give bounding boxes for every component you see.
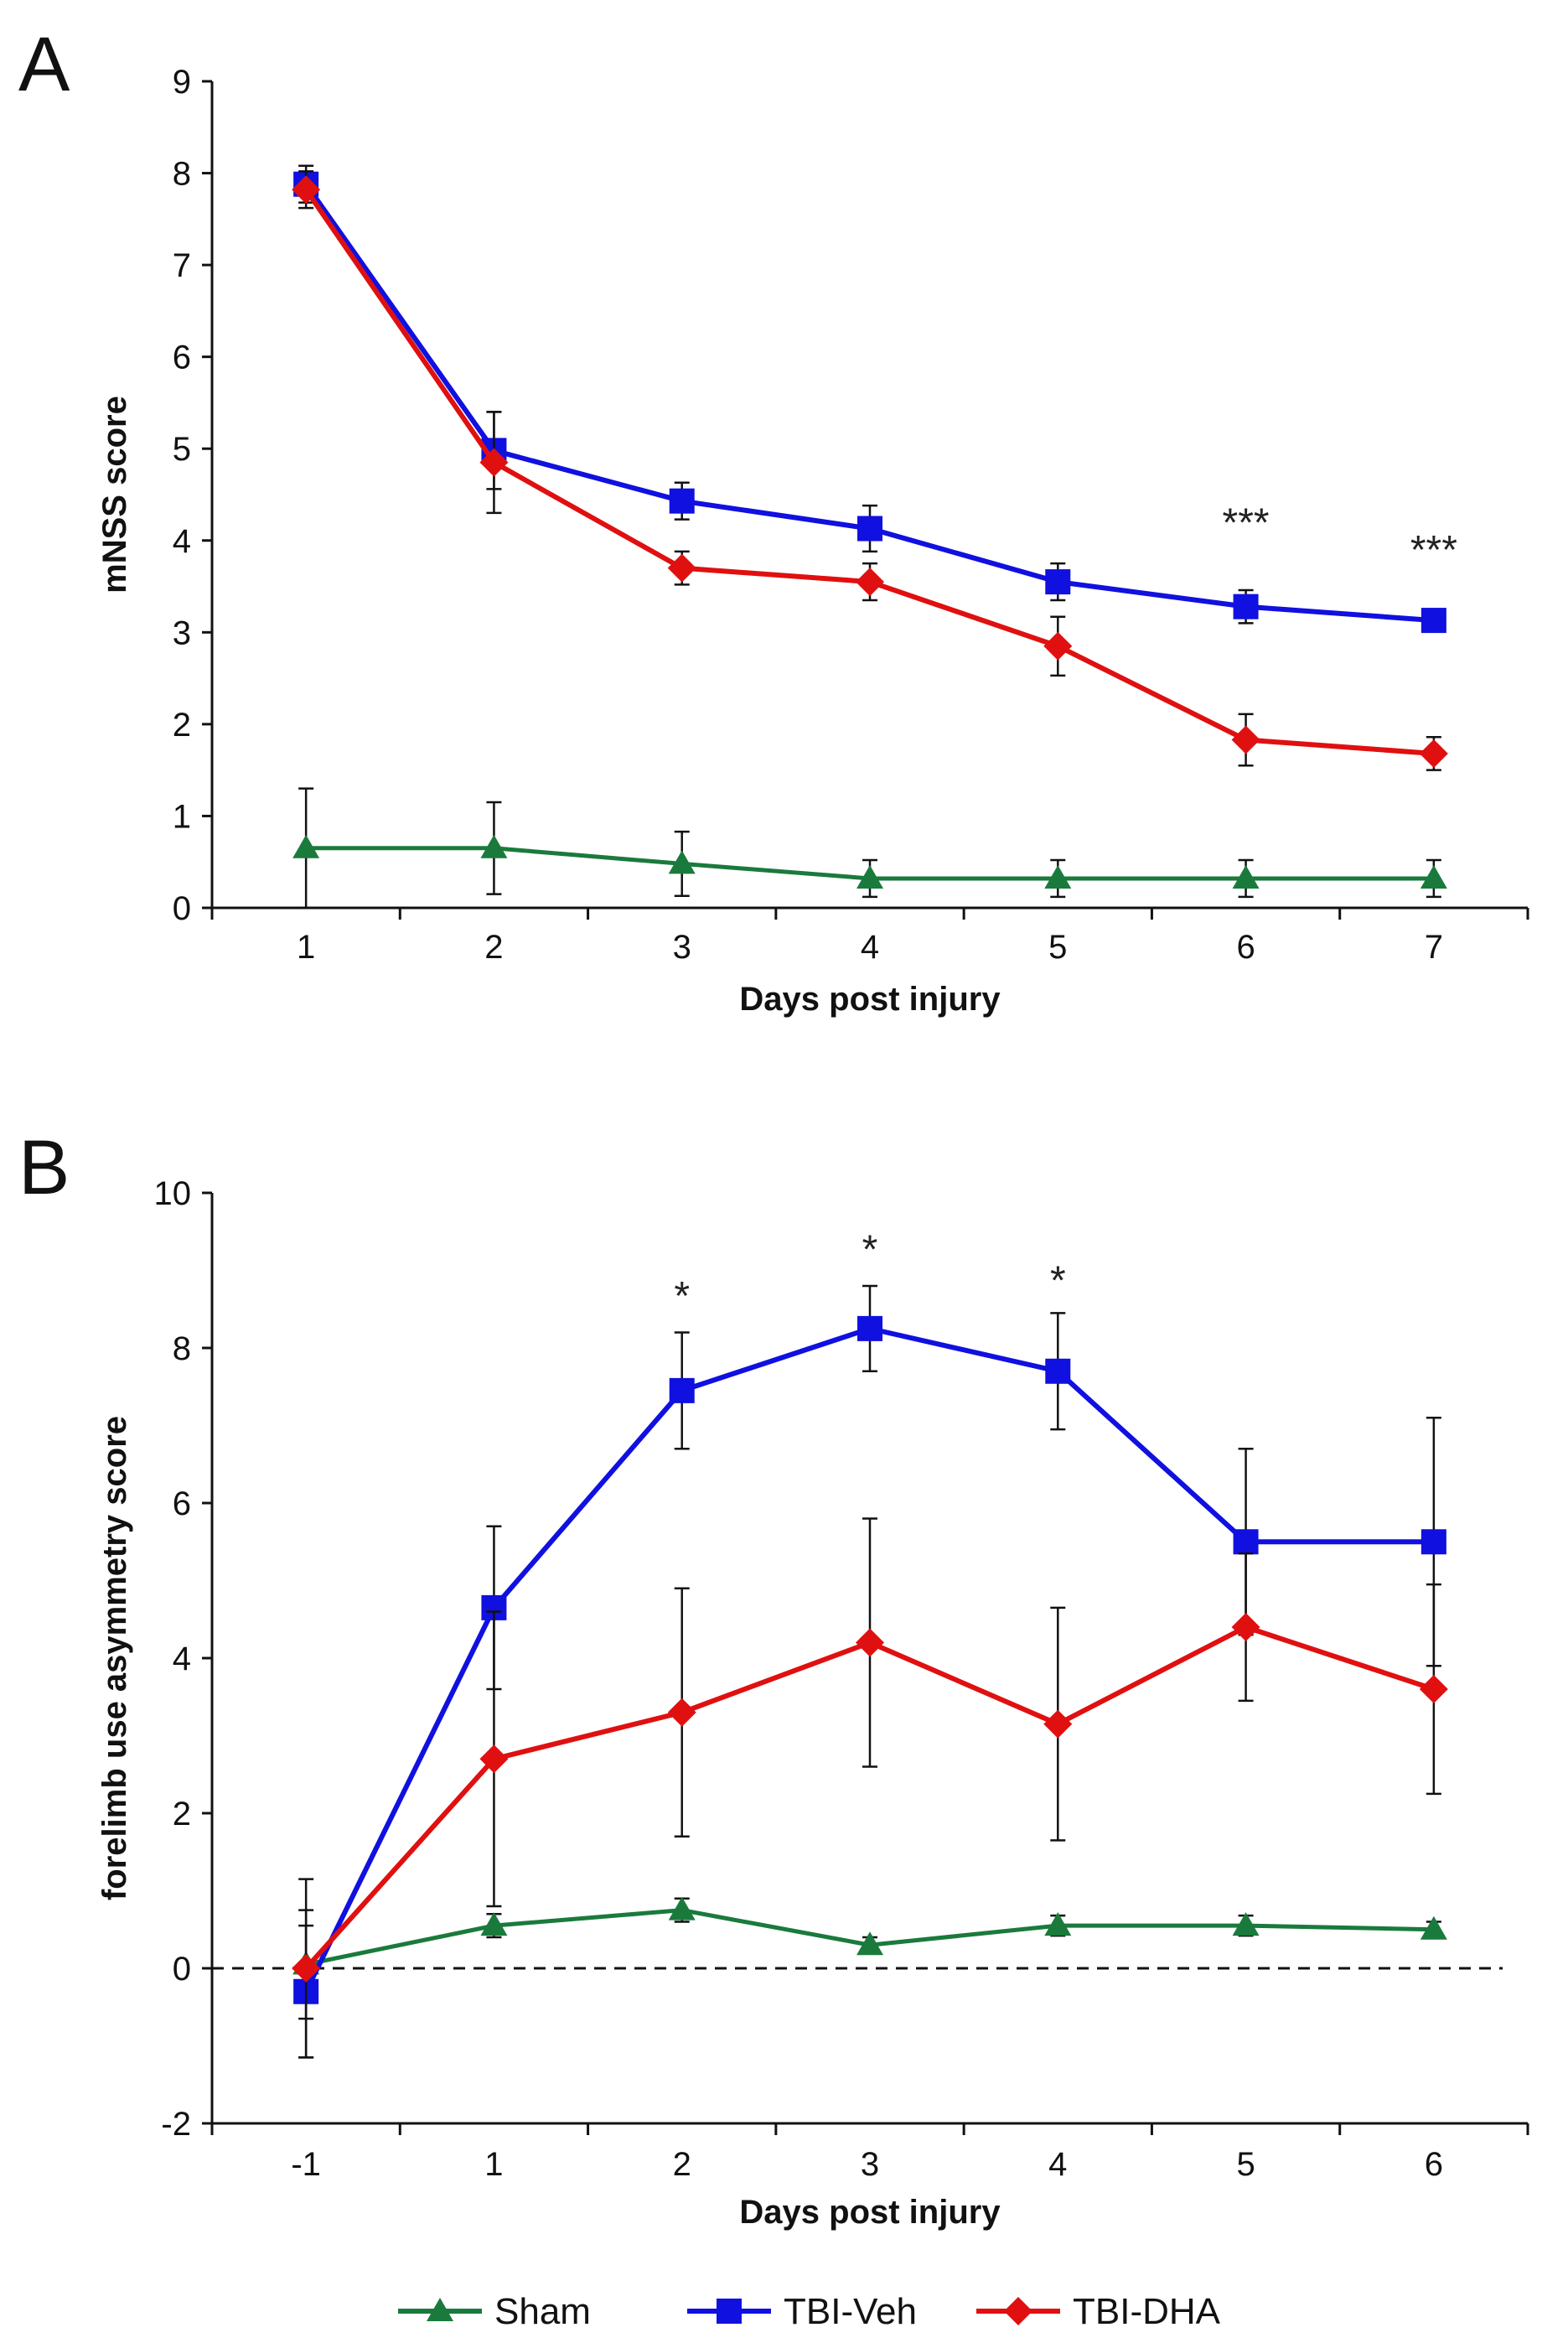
x-axis-title: Days post injury — [739, 981, 1001, 1018]
x-tick-label: 4 — [1048, 2146, 1067, 2183]
y-tick-label: 10 — [154, 1175, 192, 1212]
x-axis-title: Days post injury — [739, 2194, 1001, 2231]
legend: Sham TBI-Veh TBI-DHA — [398, 2291, 1221, 2332]
data-point-sham — [1420, 864, 1447, 889]
data-point-sham — [1232, 864, 1260, 889]
x-tick-label: 2 — [673, 2146, 691, 2183]
legend-label-tbi-veh: TBI-Veh — [784, 2291, 917, 2332]
significance-marker: * — [862, 1227, 878, 1272]
series-line-tbi-dha — [303, 188, 1435, 756]
data-point-sham — [1044, 864, 1072, 889]
y-tick-label: 3 — [173, 614, 191, 651]
data-point-sham — [1044, 1912, 1072, 1936]
data-point-tbi-dha — [292, 175, 321, 205]
x-tick-label: 1 — [484, 2146, 503, 2183]
data-point-sham — [668, 850, 696, 874]
legend-marker-tbi-dha — [1004, 2297, 1032, 2325]
data-point-tbi-dha — [1043, 631, 1073, 661]
data-point-sham — [292, 834, 320, 858]
y-tick-label: 8 — [173, 156, 191, 193]
x-tick-label: -1 — [291, 2146, 321, 2183]
y-tick-label: 2 — [173, 1796, 191, 1832]
series-sham — [292, 787, 1447, 910]
y-tick-label: 6 — [173, 1485, 191, 1522]
data-point-tbi-veh — [1233, 1529, 1259, 1555]
x-tick-label: 7 — [1425, 929, 1443, 966]
data-point-tbi-veh — [857, 516, 882, 542]
data-point-sham — [856, 1931, 883, 1956]
y-tick-label: 7 — [173, 247, 191, 284]
panel-letter: B — [18, 1125, 70, 1210]
data-point-tbi-dha — [479, 1744, 509, 1774]
x-tick-label: 3 — [673, 929, 691, 966]
data-point-tbi-veh — [669, 1377, 695, 1403]
data-point-tbi-veh — [1421, 608, 1446, 634]
y-tick-label: 0 — [173, 1951, 191, 1988]
series-sham — [292, 1896, 1447, 2020]
y-tick-label: 4 — [173, 1641, 191, 1677]
legend-label-sham: Sham — [494, 2291, 591, 2332]
series-tbi-dha — [292, 170, 1448, 771]
data-point-tbi-dha — [1419, 739, 1448, 768]
data-point-sham — [1232, 1912, 1260, 1936]
legend-marker-sham — [427, 2298, 453, 2321]
y-tick-label: 2 — [173, 707, 191, 744]
y-tick-label: 6 — [173, 340, 191, 376]
data-point-tbi-dha — [1231, 1613, 1260, 1641]
data-point-tbi-veh — [1045, 1358, 1071, 1384]
y-tick-label: 5 — [173, 431, 191, 468]
data-point-tbi-veh — [1421, 1529, 1446, 1555]
series-tbi-dha — [292, 1517, 1448, 2059]
y-tick-label: -2 — [161, 2106, 191, 2143]
y-tick-label: 0 — [173, 890, 191, 927]
significance-marker: * — [674, 1274, 690, 1319]
x-tick-label: 2 — [484, 929, 503, 966]
data-point-sham — [1420, 1915, 1447, 1940]
panel-letter: A — [18, 22, 70, 107]
x-tick-label: 4 — [861, 929, 879, 966]
x-tick-label: 3 — [861, 2146, 879, 2183]
data-point-tbi-dha — [292, 1954, 321, 1983]
y-axis-title: mNSS score — [96, 396, 133, 594]
panel-a: A 0 1 2 3 4 5 6 7 8 9 1 2 3 4 5 6 7 Days post injury mNSS s… — [18, 22, 1529, 1018]
legend-label-tbi-dha: TBI-DHA — [1073, 2291, 1221, 2332]
y-axis-title: forelimb use asymmetry score — [96, 1416, 133, 1900]
data-point-tbi-dha — [856, 1628, 884, 1657]
x-tick-label: 6 — [1425, 2146, 1443, 2183]
x-tick-label: 5 — [1236, 2146, 1255, 2183]
data-point-tbi-dha — [1419, 1675, 1448, 1703]
y-tick-label: 1 — [173, 798, 191, 835]
data-point-tbi-dha — [667, 1698, 696, 1727]
x-tick-label: 5 — [1048, 929, 1067, 966]
data-point-sham — [668, 1896, 696, 1921]
data-point-tbi-dha — [856, 568, 884, 597]
data-point-sham — [480, 834, 508, 858]
data-point-tbi-dha — [1043, 1709, 1073, 1739]
x-tick-label: 6 — [1236, 929, 1255, 966]
x-tick-label: 1 — [297, 929, 315, 966]
data-point-tbi-veh — [1233, 594, 1259, 619]
data-point-tbi-veh — [857, 1315, 882, 1341]
legend-marker-tbi-veh — [717, 2299, 742, 2324]
data-point-sham — [480, 1912, 508, 1936]
data-point-sham — [856, 864, 883, 889]
series-line-tbi-veh — [303, 182, 1435, 624]
data-point-tbi-dha — [667, 553, 696, 583]
y-tick-label: 9 — [173, 64, 191, 101]
y-tick-label: 8 — [173, 1330, 191, 1367]
data-point-tbi-veh — [669, 488, 695, 514]
panel-b: B -2 0 2 4 6 8 10 -1 1 2 3 4 5 6 Days post injury foreli… — [18, 1125, 1529, 2231]
significance-marker: *** — [1223, 500, 1270, 545]
data-point-tbi-dha — [1231, 725, 1260, 754]
data-point-tbi-dha — [479, 448, 509, 477]
y-tick-label: 4 — [173, 523, 191, 560]
significance-marker: * — [1050, 1258, 1066, 1303]
data-point-tbi-veh — [1045, 569, 1071, 595]
significance-marker: *** — [1410, 528, 1457, 573]
